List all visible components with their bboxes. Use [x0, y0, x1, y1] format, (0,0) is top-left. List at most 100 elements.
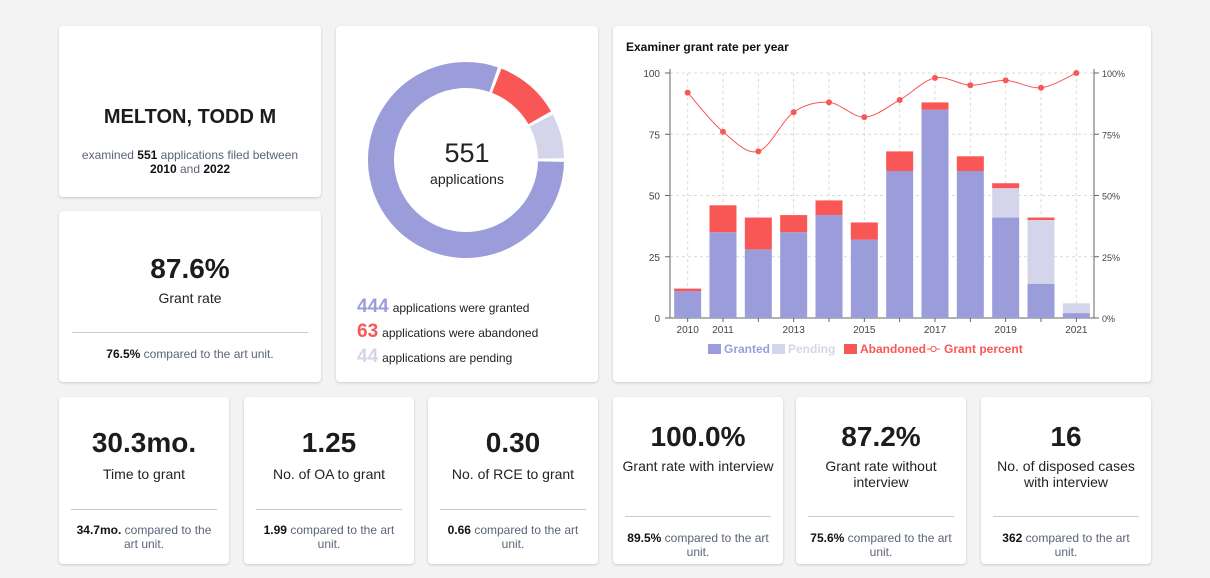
compare-value: 75.6%	[810, 531, 845, 545]
divider	[71, 509, 217, 510]
application-count: 551	[137, 148, 158, 162]
x-tick-label: 2017	[924, 325, 947, 336]
x-tick-label: 2013	[783, 325, 806, 336]
grant-percent-point-2019[interactable]	[1002, 77, 1009, 84]
stat-compare: 362 compared to the art unit.	[991, 531, 1141, 559]
bar-abandoned-2020[interactable]	[1027, 217, 1055, 220]
stat-label: Grant rate with interview	[622, 458, 774, 474]
donut-total-label: applications	[430, 171, 504, 187]
legend-item-abandoned[interactable]: Abandoned	[844, 342, 926, 356]
grant-percent-point-2016[interactable]	[896, 96, 903, 103]
x-tick-label: 2019	[995, 325, 1018, 336]
grant-percent-point-2012[interactable]	[755, 148, 762, 155]
bar-granted-2015[interactable]	[850, 239, 878, 318]
stat-compare: 34.7mo. compared to the art unit.	[69, 523, 219, 551]
bar-granted-2011[interactable]	[709, 232, 737, 318]
y-tick-label: 75	[649, 130, 661, 141]
donut-slice-pending[interactable]	[529, 114, 564, 160]
bar-abandoned-2014[interactable]	[815, 200, 843, 216]
divider	[72, 332, 308, 333]
examiner-name: MELTON, TODD M	[103, 106, 277, 128]
grant-percent-point-2015[interactable]	[861, 114, 868, 121]
pending-count: 44	[357, 346, 379, 367]
bar-granted-2016[interactable]	[886, 171, 914, 318]
legend-item-pending[interactable]: Pending	[772, 342, 835, 356]
grant-percent-point-2010[interactable]	[684, 89, 691, 96]
year-from: 2010	[149, 162, 177, 176]
stat-value: 16	[1050, 421, 1082, 452]
grant-percent-point-2021[interactable]	[1073, 70, 1080, 76]
legend-abandoned: 63 applications were abandoned	[357, 321, 538, 343]
bar-granted-2021[interactable]	[1062, 313, 1090, 318]
stat-compare: 89.5% compared to the art unit.	[623, 531, 773, 559]
bar-granted-2010[interactable]	[674, 291, 702, 318]
stat-compare: 1.99 compared to the art unit.	[254, 523, 404, 551]
granted-count: 444	[357, 296, 389, 317]
year-to: 2022	[203, 162, 231, 176]
bar-granted-2019[interactable]	[992, 217, 1020, 318]
donut-total: 551	[444, 138, 490, 168]
donut-slice-granted[interactable]	[368, 62, 564, 258]
bar-pending-2021[interactable]	[1062, 303, 1090, 314]
bar-abandoned-2019[interactable]	[992, 183, 1020, 189]
compare-value: 89.5%	[627, 531, 662, 545]
y2-tick-label: 25%	[1102, 253, 1120, 263]
grant-rate-chart-card: 0 25 50 75 100 0% 25% 50% 75% 100% 2010 2011 2013 201…	[613, 26, 1151, 382]
divider	[440, 509, 586, 510]
desc-prefix: examined	[81, 148, 134, 162]
examiner-card: MELTON, TODD M examined 551 applications…	[59, 26, 321, 197]
grant-percent-point-2018[interactable]	[967, 82, 974, 89]
bar-abandoned-2012[interactable]	[744, 217, 772, 250]
bar-pending-2020[interactable]	[1027, 220, 1055, 284]
bar-abandoned-2018[interactable]	[956, 156, 984, 171]
bar-pending-2019[interactable]	[992, 188, 1020, 218]
legend-item-grant-percent[interactable]: Grant percent	[927, 342, 1023, 356]
applications-donut-chart	[368, 62, 564, 258]
applications-donut-card: 551 applications 444 applications were gr…	[336, 26, 598, 382]
bar-granted-2020[interactable]	[1027, 283, 1055, 318]
stat-card-time-to-grant: 30.3mo. Time to grant 34.7mo. compared t…	[59, 397, 229, 564]
bar-granted-2018[interactable]	[956, 171, 984, 318]
bar-abandoned-2015[interactable]	[850, 222, 878, 240]
compare-text: compared to the art unit.	[847, 531, 952, 559]
legend-swatch	[844, 344, 857, 354]
legend-label: Abandoned	[860, 342, 926, 356]
grant-percent-point-2014[interactable]	[826, 99, 832, 106]
stat-card-oa-to-grant: 1.25 No. of OA to grant 1.99 compared to…	[244, 397, 414, 564]
compare-value: 1.99	[263, 523, 287, 537]
stat-value: 100.0%	[650, 421, 746, 452]
chart-title: Examiner grant rate per year	[626, 40, 789, 54]
legend-item-granted[interactable]: Granted	[708, 342, 770, 356]
grant-percent-point-2013[interactable]	[790, 109, 797, 116]
bar-abandoned-2011[interactable]	[709, 205, 737, 233]
y-tick-label: 0	[654, 314, 660, 325]
bar-granted-2013[interactable]	[780, 232, 808, 318]
grant-percent-point-2020[interactable]	[1038, 84, 1044, 91]
donut-slice-abandoned[interactable]	[491, 68, 551, 125]
bar-granted-2012[interactable]	[744, 249, 772, 318]
divider	[993, 516, 1139, 517]
legend-label: Granted	[724, 342, 770, 356]
stat-label: Grant rate without interview	[825, 458, 937, 490]
x-tick-label: 2011	[712, 325, 734, 336]
stat-value: 87.2%	[841, 421, 921, 452]
bar-granted-2017[interactable]	[921, 109, 949, 318]
bar-granted-2014[interactable]	[815, 215, 843, 318]
bar-abandoned-2013[interactable]	[780, 215, 808, 233]
grant-percent-line	[687, 72, 1077, 153]
stat-card-grant-without-interview: 87.2% Grant rate without interview 75.6%…	[796, 397, 966, 564]
grant-percent-point-2011[interactable]	[720, 128, 726, 135]
bar-abandoned-2016[interactable]	[886, 151, 914, 171]
bar-abandoned-2017[interactable]	[921, 102, 949, 110]
bar-abandoned-2010[interactable]	[674, 288, 702, 292]
grant-percent-point-2017[interactable]	[932, 74, 938, 81]
stat-compare: 75.6% compared to the art unit.	[806, 531, 956, 559]
abandoned-text: applications were abandoned	[382, 326, 539, 340]
compare-value: 76.5%	[106, 347, 141, 361]
compare-value: 34.7mo.	[76, 523, 122, 537]
compare-text: compared to the art unit.	[143, 347, 274, 361]
y-tick-label: 50	[649, 192, 661, 203]
legend-pending: 44 applications are pending	[357, 346, 512, 368]
y2-tick-label: 0%	[1102, 314, 1115, 324]
stat-label: No. of OA to grant	[272, 466, 386, 482]
